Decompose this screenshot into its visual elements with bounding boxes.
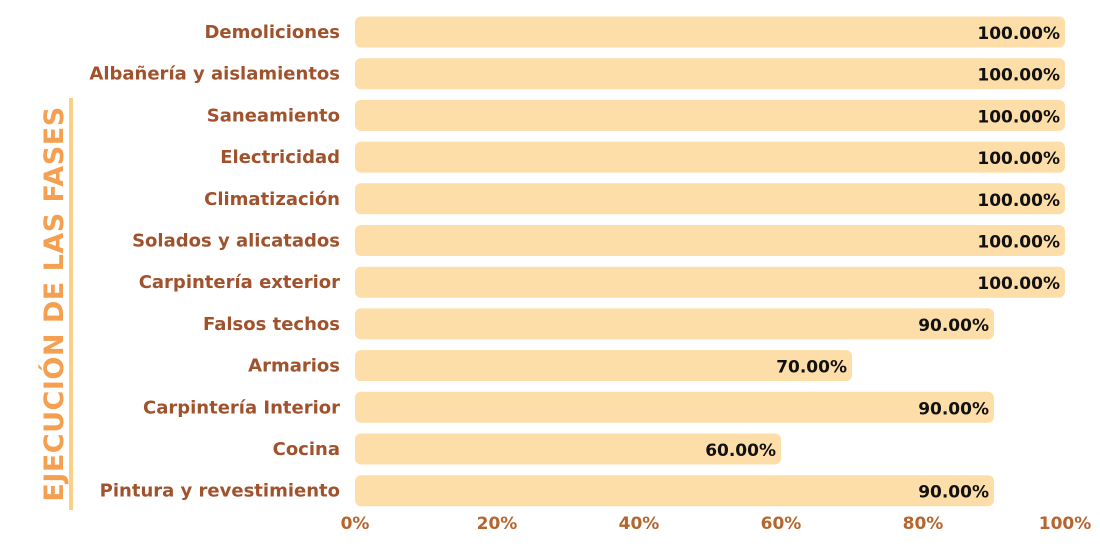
data-label: 90.00% [918,316,989,336]
category-label: Climatización [204,189,340,210]
x-tick-label: 40% [619,514,660,534]
bar [355,225,1065,256]
category-label: Falsos techos [203,314,340,335]
x-tick-label: 80% [903,514,944,534]
data-label: 100.00% [977,24,1060,44]
data-label: 100.00% [977,66,1060,86]
category-label: Saneamiento [207,105,340,126]
bar [355,391,994,423]
x-tick-label: 20% [477,514,518,534]
bar [355,475,994,507]
data-label: 100.00% [977,191,1060,211]
category-label: Carpintería exterior [139,272,340,293]
y-axis-title-group: EJECUCIÓN DE LAS FASES [38,98,73,510]
category-label: Demoliciones [204,22,340,43]
bar [355,141,1065,173]
y-axis-accent-line [69,98,73,510]
x-tick-label: 100% [1039,514,1092,534]
data-label: 100.00% [977,149,1060,169]
x-axis-ticks-group: 0% 20% 40% 60% 80% 100% [341,514,1092,534]
data-label: 90.00% [918,483,989,503]
category-label: Carpintería Interior [143,397,340,418]
data-label: 60.00% [705,441,776,461]
bar [355,58,1065,90]
bar [355,99,1065,131]
data-label: 100.00% [977,233,1060,253]
category-label: Solados y alicatados [132,231,340,252]
category-label: Cocina [273,439,340,460]
category-labels-group: Demoliciones Albañería y aislamientos Sane… [89,22,340,502]
category-label: Electricidad [220,147,340,168]
data-label: 100.00% [977,107,1060,127]
x-tick-label: 0% [341,514,370,534]
bar [355,16,1065,48]
bar [355,183,1065,215]
bars-group [355,16,1065,507]
bar [355,266,1065,298]
data-label: 70.00% [776,358,847,378]
data-label: 100.00% [977,274,1060,294]
category-label: Albañería y aislamientos [89,64,340,85]
x-tick-label: 60% [761,514,802,534]
category-label: Pintura y revestimiento [100,481,340,502]
y-axis-title: EJECUCIÓN DE LAS FASES [38,106,70,501]
bar [355,433,781,465]
bar [355,350,852,382]
bar [355,308,994,340]
data-labels-group: 100.00% 100.00% 100.00% 100.00% 100.00% 100.0… [705,24,1060,503]
category-label: Armarios [248,356,340,377]
data-label: 90.00% [918,399,989,419]
